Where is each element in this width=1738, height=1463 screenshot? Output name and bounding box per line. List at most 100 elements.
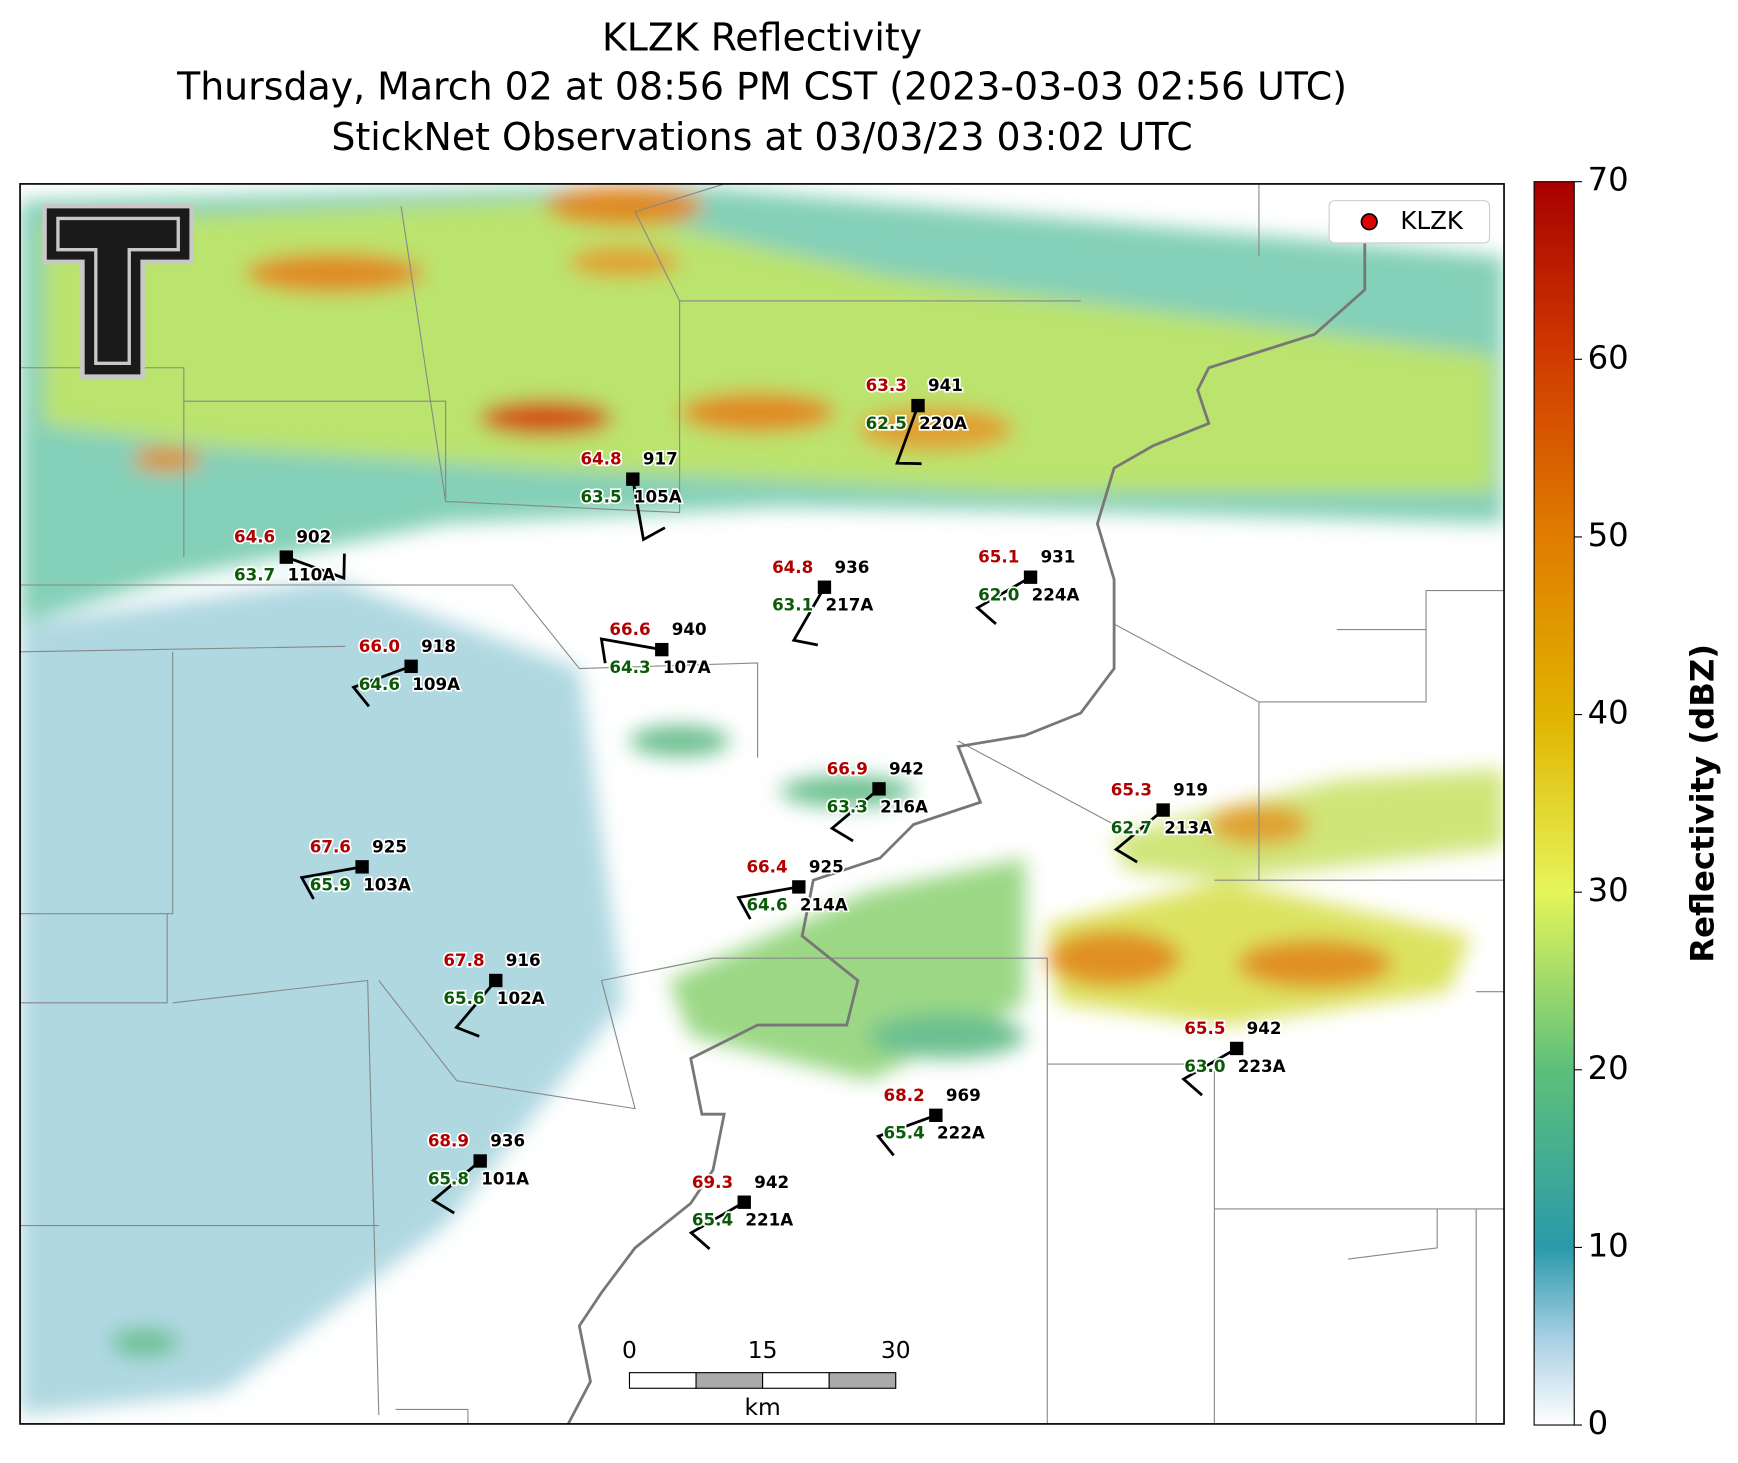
scale-unit: km [744,1393,780,1421]
wind-barb [875,1113,937,1157]
dewpoint: 65.4 [692,1210,733,1230]
river [566,234,1367,1424]
pressure: 902 [296,527,331,547]
scale-segment [628,1372,697,1389]
scale-segment [828,1372,897,1389]
dewpoint: 63.0 [1184,1056,1225,1076]
dewpoint: 64.6 [359,674,400,694]
station-marker [1023,570,1038,584]
temperature: 65.1 [978,547,1019,567]
dewpoint: 65.4 [883,1123,924,1143]
station-marker [817,580,832,594]
wind-barb [454,979,497,1038]
scale-tick-label: 30 [881,1336,911,1364]
wind-barb [791,586,826,647]
wind-barb [829,787,880,843]
pressure: 941 [928,375,963,395]
dewpoint: 62.5 [866,413,907,433]
colorbar-tick-label: 30 [1588,871,1629,909]
wind-barb [351,665,412,708]
wind-barb [975,575,1032,626]
stations: 63.3 941 62.5 220A 64.8 917 63.5 105A 64.6 902 63.… [232,374,1287,1251]
wind-barb [736,885,800,920]
temperature: 69.3 [692,1172,733,1192]
station-id: 101A [481,1168,529,1188]
station-id: 103A [363,874,411,894]
station-id: 220A [919,413,967,433]
station-id: 105A [634,487,682,507]
radar-layer [20,183,1505,1424]
colorbar-tick-label: 60 [1588,338,1629,376]
station-marker [737,1195,751,1209]
station-marker [473,1154,487,1168]
colorbar-tick-label: 40 [1588,694,1629,732]
logo [42,203,194,379]
station-marker [911,398,925,413]
temperature: 68.9 [428,1131,469,1151]
station-id: 110A [287,565,335,585]
station-id: 221A [745,1210,793,1230]
wind-barb [285,553,346,581]
subtitle: StickNet Observations at 03/03/23 03:02 … [331,115,1192,159]
station-marker [626,472,640,486]
station-id: 109A [412,674,460,694]
legend: KLZK [1328,200,1491,244]
colorbar-tick-label: 20 [1588,1049,1629,1087]
temperature: 68.2 [883,1085,924,1105]
dewpoint: 64.6 [746,894,787,914]
station-id: 217A [826,595,874,615]
station-id: 102A [497,988,545,1008]
station-id: 213A [1164,817,1212,837]
station-id: 107A [663,657,711,677]
station-id: 222A [937,1123,985,1143]
dewpoint: 63.3 [827,796,868,816]
county-lines [20,183,1505,1424]
wind-barb [299,865,363,900]
wind-barb [1113,808,1165,864]
dewpoint: 63.5 [580,487,621,507]
pressure: 942 [754,1172,789,1192]
colorbar-tick-label: 70 [1588,161,1629,199]
temperature: 66.9 [827,758,868,778]
dewpoint: 62.0 [978,585,1019,605]
pressure: 969 [946,1085,981,1105]
legend-label: KLZK [1400,206,1463,235]
temperature: 64.8 [772,557,813,577]
station-marker [404,659,418,674]
wind-barb [895,405,922,466]
dewpoint: 65.9 [310,874,351,894]
wind-barb [430,1159,482,1215]
station-marker [655,642,669,657]
station-marker [489,973,503,988]
temperature: 66.4 [746,856,787,876]
scale-segment [762,1372,830,1389]
station-marker [929,1108,943,1122]
station-id: 216A [880,796,928,816]
pressure: 936 [490,1131,525,1151]
wind-barb [1181,1047,1238,1097]
station-marker [1229,1041,1244,1056]
dewpoint: 64.3 [609,657,650,677]
wind-barb [688,1201,745,1251]
colorbar-tick-label: 0 [1588,1404,1609,1442]
pressure: 925 [809,856,844,876]
pressure: 918 [421,636,456,656]
title: KLZK Reflectivity [602,16,922,60]
pressure: 919 [1173,780,1208,800]
station-marker [1156,803,1170,817]
wind-barb [599,637,663,664]
temperature: 67.8 [443,950,484,970]
dewpoint: 65.6 [443,988,484,1008]
pressure: 936 [834,557,869,577]
pressure: 942 [1247,1018,1282,1038]
dewpoint: 62.7 [1111,817,1152,837]
temperature: 64.8 [580,449,621,469]
station-marker [279,550,294,564]
scale-tick-label: 0 [622,1336,637,1364]
temperature: 66.6 [609,619,650,639]
station-id: 224A [1032,585,1080,605]
pressure: 942 [889,758,924,778]
colorbar-tick-label: 10 [1588,1226,1629,1264]
scale-tick-label: 15 [748,1336,778,1364]
